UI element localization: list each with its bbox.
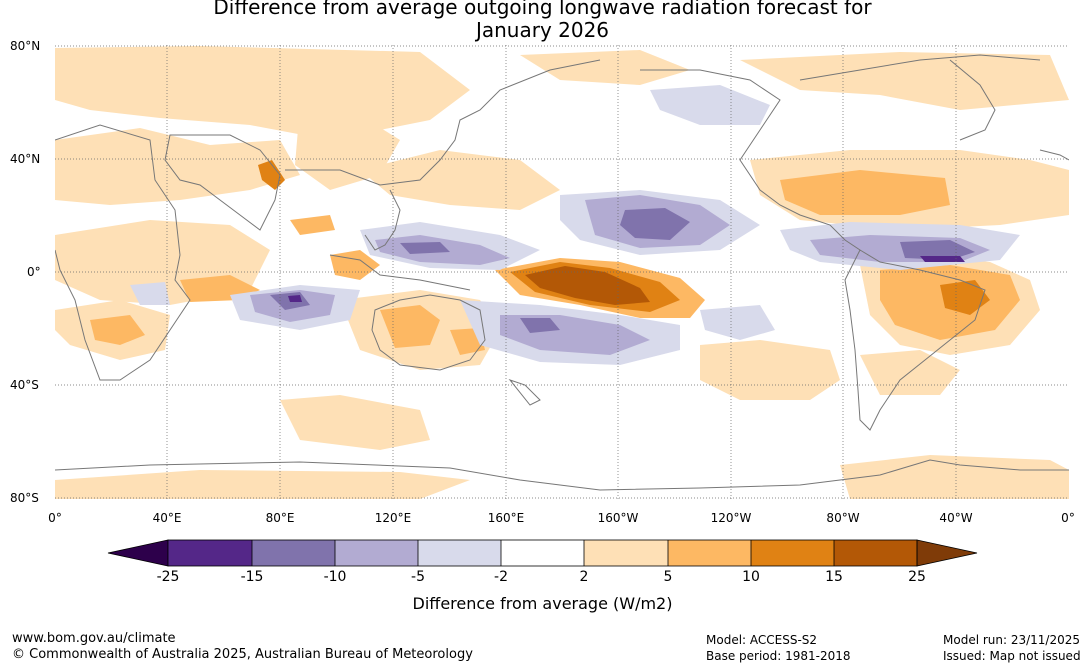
footer-copyright: © Commonwealth of Australia 2025, Austra…	[12, 647, 473, 662]
lon-label-160e: 160°E	[487, 511, 525, 525]
lat-label-40s: 40°S	[10, 378, 39, 392]
colorbar-tick: -15	[240, 569, 264, 585]
map-title-line2: January 2026	[475, 18, 610, 42]
lon-label-80w: 80°W	[826, 511, 860, 525]
lon-label-40e: 40°E	[152, 511, 182, 525]
colorbar-bin	[751, 540, 834, 566]
lon-label-120e: 120°E	[374, 511, 412, 525]
footer-base-period: Base period: 1981-2018	[706, 649, 851, 663]
coastlines	[55, 54, 1069, 491]
colorbar-bin	[418, 540, 501, 566]
lat-label-0: 0°	[27, 265, 41, 279]
colorbar-tick: 5	[663, 569, 673, 585]
lon-label-0-right: 0°	[1061, 511, 1075, 525]
colorbar-bin	[668, 540, 751, 566]
map-title: Difference from average outgoing longwav…	[0, 0, 1085, 42]
lat-label-80s: 80°S	[10, 491, 39, 505]
colorbar-dividers	[251, 540, 835, 566]
colorbar-extend-high	[916, 539, 978, 567]
colorbar-tick: -10	[323, 569, 347, 585]
anomaly-deepest-purple	[288, 256, 965, 302]
colorbar-tick: -25	[156, 569, 180, 585]
colorbar-bin	[252, 540, 335, 566]
colorbar-label: Difference from average (W/m2)	[412, 594, 673, 613]
lat-label-80n: 80°N	[10, 39, 41, 53]
lon-label-160w: 160°W	[597, 511, 639, 525]
footer-model: Model: ACCESS-S2	[706, 633, 818, 647]
colorbar-tick: -2	[494, 569, 508, 585]
colorbar-bin	[501, 540, 584, 566]
colorbar-bin	[168, 540, 252, 566]
lon-label-120w: 120°W	[710, 511, 752, 525]
lon-label-40w: 40°W	[939, 511, 973, 525]
map-title-line1: Difference from average outgoing longwav…	[213, 0, 872, 19]
lon-label-80e: 80°E	[265, 511, 295, 525]
colorbar-extend-low	[107, 539, 169, 567]
footer-website: www.bom.gov.au/climate	[12, 631, 176, 646]
gridlines	[55, 45, 1069, 499]
colorbar-bin	[335, 540, 418, 566]
colorbar-tick: 15	[825, 569, 843, 585]
footer-model-run: Model run: 23/11/2025	[943, 633, 1081, 647]
colorbar-tick: 10	[742, 569, 760, 585]
colorbar-tick: 2	[579, 569, 589, 585]
lon-label-0-left: 0°	[48, 511, 62, 525]
anomaly-brown	[525, 266, 650, 305]
colorbar-tick: 25	[908, 569, 926, 585]
colorbar-frame	[167, 539, 918, 567]
colorbar-bin	[834, 540, 917, 566]
footer-issued: Issued: Map not issued	[943, 649, 1081, 663]
lat-label-40n: 40°N	[10, 152, 41, 166]
colorbar-bin	[584, 540, 668, 566]
colorbar-tick: -5	[411, 569, 425, 585]
